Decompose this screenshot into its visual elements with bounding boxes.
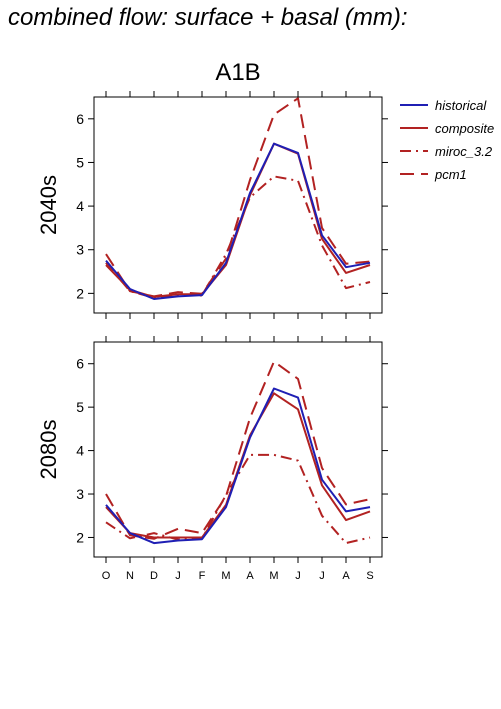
chart-panels: 2 3 4 5 6 2040s 2 3 4 5 6 O N D J F M A M J J A S 2080s xyxy=(36,91,388,582)
series-line-historical xyxy=(105,142,371,300)
legend-label-pcm1: pcm1 xyxy=(434,167,467,182)
x-tick-label: J xyxy=(319,570,325,582)
x-tick-label: M xyxy=(269,570,278,582)
y-tick-label: 4 xyxy=(76,198,84,214)
panel-2040s: 2 3 4 5 6 2040s xyxy=(36,91,388,319)
scenario-title: A1B xyxy=(215,59,260,86)
series-line-composite xyxy=(105,392,371,539)
y-tick-label: 4 xyxy=(76,443,84,459)
panel-label: 2080s xyxy=(36,420,61,480)
x-tick-label: F xyxy=(199,570,206,582)
panel-2080s: 2 3 4 5 6 O N D J F M A M J J A S 2080s xyxy=(36,336,388,582)
legend-label-miroc_3.2: miroc_3.2 xyxy=(435,144,493,159)
y-tick-label: 5 xyxy=(76,154,84,170)
x-tick-label: D xyxy=(150,570,158,582)
x-tick-label: J xyxy=(175,570,181,582)
series-line-miroc_3.2 xyxy=(105,453,371,545)
y-tick-label: 6 xyxy=(76,356,84,372)
legend-label-composite: composite xyxy=(435,121,494,136)
x-tick-label: A xyxy=(342,570,350,582)
series-line-pcm1 xyxy=(105,360,371,540)
legend-label-historical: historical xyxy=(435,98,487,113)
legend: historical composite miroc_3.2 pcm1 xyxy=(400,98,494,182)
y-tick-label: 3 xyxy=(76,486,84,502)
y-tick-label: 2 xyxy=(76,285,84,301)
x-tick-label: J xyxy=(295,570,301,582)
y-tick-label: 6 xyxy=(76,111,84,127)
x-tick-label: A xyxy=(246,570,254,582)
y-tick-label: 2 xyxy=(76,529,84,545)
page-title: combined flow: surface + basal (mm): xyxy=(8,4,408,31)
y-tick-label: 3 xyxy=(76,242,84,258)
series-line-miroc_3.2 xyxy=(105,175,371,299)
y-tick-label: 5 xyxy=(76,399,84,415)
x-tick-label: M xyxy=(221,570,230,582)
plot-frame xyxy=(93,96,383,314)
plot-frame xyxy=(93,341,383,558)
x-tick-label: S xyxy=(366,570,373,582)
panel-label: 2040s xyxy=(36,175,61,235)
x-tick-label: N xyxy=(126,570,134,582)
series-line-pcm1 xyxy=(105,97,371,298)
x-tick-label: O xyxy=(102,570,111,582)
series-line-historical xyxy=(105,387,371,545)
